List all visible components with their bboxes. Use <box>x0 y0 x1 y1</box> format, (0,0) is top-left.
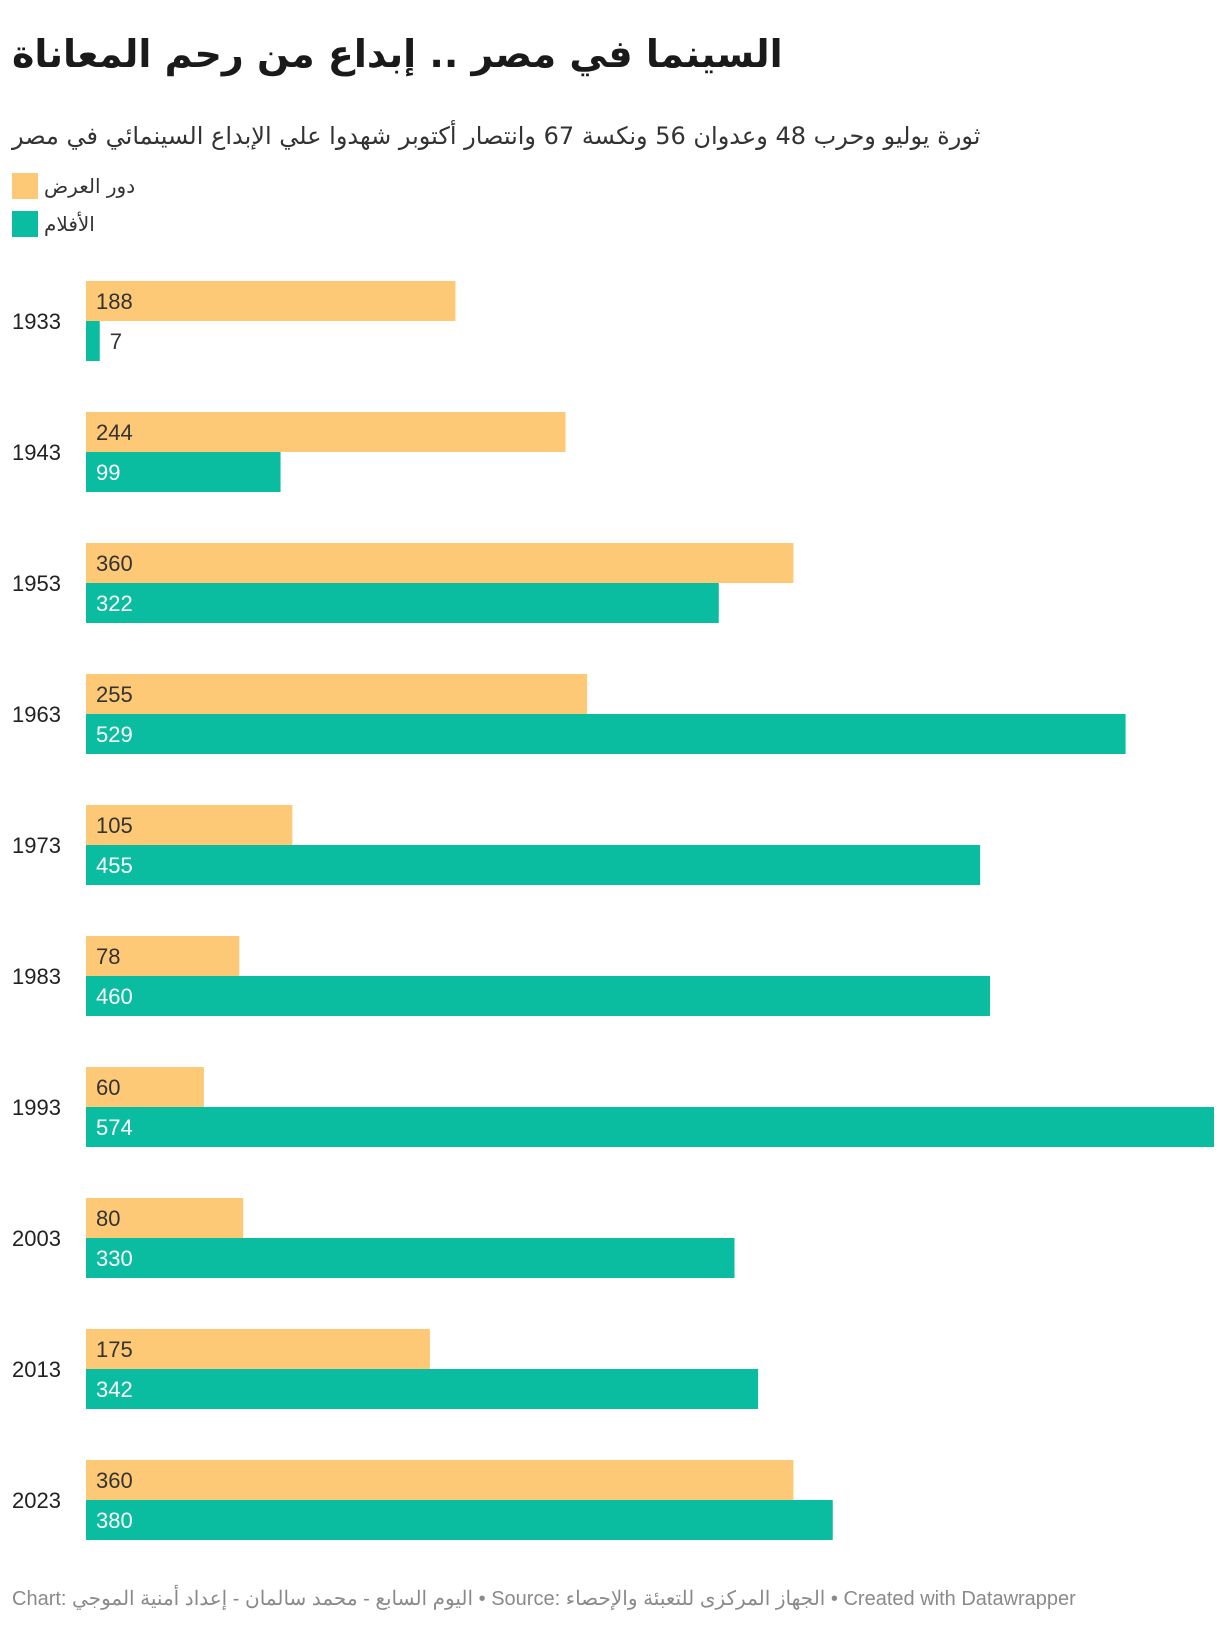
bar-theaters <box>86 1198 244 1238</box>
data-label-films: 342 <box>96 1377 133 1402</box>
bar-films <box>86 714 1126 754</box>
bar-theaters <box>86 1329 430 1369</box>
bar-theaters <box>86 936 240 976</box>
data-label-films: 380 <box>96 1508 133 1533</box>
bar-films <box>86 1500 833 1540</box>
y-tick-label: 1983 <box>12 964 61 989</box>
chart-subtitle: ثورة يوليو وحرب 48 وعدوان 56 ونكسة 67 وا… <box>12 122 981 150</box>
data-label-films: 7 <box>110 329 122 354</box>
y-tick-label: 2013 <box>12 1357 61 1382</box>
data-label-theaters: 60 <box>96 1075 120 1100</box>
data-label-theaters: 188 <box>96 289 133 314</box>
data-label-films: 574 <box>96 1115 133 1140</box>
y-tick-label: 1943 <box>12 440 61 465</box>
bar-theaters <box>86 281 456 321</box>
chart-title: السينما في مصر .. إبداع من رحم المعاناة <box>12 32 783 76</box>
bar-films <box>86 1107 1214 1147</box>
y-tick-label: 1993 <box>12 1095 61 1120</box>
data-label-theaters: 78 <box>96 944 120 969</box>
data-label-theaters: 175 <box>96 1337 133 1362</box>
data-label-films: 529 <box>96 722 133 747</box>
bar-theaters <box>86 412 566 452</box>
bar-theaters <box>86 1067 204 1107</box>
bar-films <box>86 452 281 492</box>
legend-swatch-films <box>12 211 38 237</box>
bar-films <box>86 1238 735 1278</box>
data-label-films: 322 <box>96 591 133 616</box>
data-label-theaters: 255 <box>96 682 133 707</box>
bar-chart: 1933 188 7 1943 244 99 1953 360 322 1963 255 529 197… <box>12 281 1214 1540</box>
bar-films <box>86 845 981 885</box>
legend-swatch-theaters <box>12 173 38 199</box>
chart-footer: Chart: اليوم السابع - محمد سالمان - إعدا… <box>12 1588 1076 1610</box>
legend-label-films: الأفلام <box>44 212 95 236</box>
data-label-theaters: 244 <box>96 420 133 445</box>
data-label-theaters: 105 <box>96 813 133 838</box>
legend-item-theaters: دور العرض <box>12 172 135 200</box>
data-label-films: 460 <box>96 984 133 1009</box>
bar-films <box>86 583 719 623</box>
bar-theaters <box>86 1460 794 1500</box>
bar-theaters <box>86 674 588 714</box>
y-tick-label: 1963 <box>12 702 61 727</box>
legend-label-theaters: دور العرض <box>44 174 136 198</box>
data-label-films: 330 <box>96 1246 133 1271</box>
bar-films <box>86 976 990 1016</box>
data-label-films: 99 <box>96 460 120 485</box>
data-label-theaters: 360 <box>96 551 133 576</box>
y-tick-label: 1973 <box>12 833 61 858</box>
y-tick-label: 1933 <box>12 309 61 334</box>
y-tick-label: 2023 <box>12 1488 61 1513</box>
data-label-theaters: 80 <box>96 1206 120 1231</box>
data-label-films: 455 <box>96 853 133 878</box>
bar-films <box>86 1369 759 1409</box>
legend-item-films: الأفلام <box>12 210 95 238</box>
y-tick-label: 2003 <box>12 1226 61 1251</box>
bar-theaters <box>86 805 293 845</box>
y-tick-label: 1953 <box>12 571 61 596</box>
data-label-theaters: 360 <box>96 1468 133 1493</box>
bar-theaters <box>86 543 794 583</box>
bar-films <box>86 321 100 361</box>
